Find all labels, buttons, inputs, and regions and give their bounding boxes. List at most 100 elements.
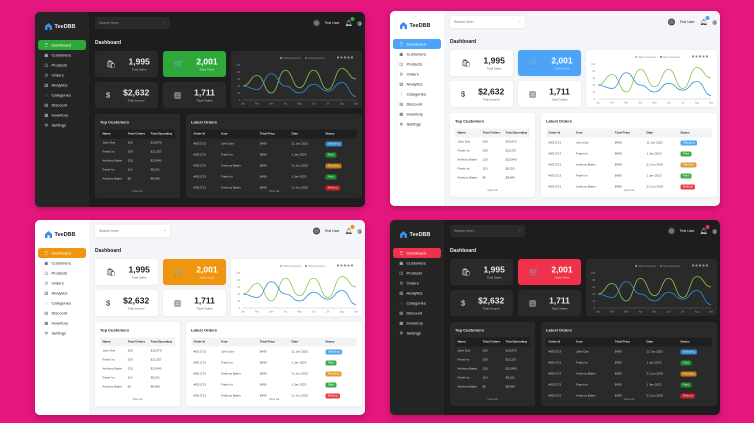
zoom-out-icon[interactable] <box>340 264 343 267</box>
table-row[interactable]: Anthony Baker 80 $8,840 <box>455 174 530 183</box>
search-input[interactable]: Search here... ⌕ <box>450 225 525 237</box>
sidebar-item-discount[interactable]: ▤ Discount <box>393 308 441 318</box>
view-all-customers-link[interactable]: View All <box>487 189 498 192</box>
sidebar-item-discount[interactable]: ▤ Discount <box>38 100 86 110</box>
table-row[interactable]: Frank Iro 110 $9,221 <box>455 374 530 383</box>
legend-label[interactable]: Store Customers <box>663 265 681 268</box>
sidebar-item-dashboard[interactable]: ☰ Dashboard <box>38 248 86 258</box>
sidebar-item-inventory[interactable]: ▦ Inventory <box>38 110 86 120</box>
bell-icon[interactable]: 🔔︎ <box>700 225 710 235</box>
avatar[interactable] <box>312 19 320 27</box>
table-row[interactable]: #SD1713 John Doe $499 11 Jun 2023 Shipping <box>191 139 357 150</box>
table-row[interactable]: Frank Iro 110 $9,221 <box>100 166 175 175</box>
sidebar-item-analytics[interactable]: ▥ Analytics <box>38 80 86 90</box>
home-icon[interactable] <box>347 56 350 59</box>
app-logo[interactable]: TeeDBB <box>38 23 86 30</box>
bell-icon[interactable]: 🔔︎ <box>345 225 355 235</box>
table-row[interactable]: John Doe 100 $13,879 <box>455 138 530 147</box>
sidebar-item-orders[interactable]: ⊡ Orders <box>38 70 86 80</box>
view-all-customers-link[interactable]: View All <box>132 398 143 401</box>
table-row[interactable]: #SD1713 Frank Iro $499 1 Jan 2023 Paid <box>546 380 712 391</box>
legend-label[interactable]: Online Customers <box>638 265 657 268</box>
sidebar-item-discount[interactable]: ▤ Discount <box>38 308 86 318</box>
view-all-orders-link[interactable]: View All <box>268 398 280 401</box>
table-row[interactable]: #SD1713 John Doe $499 11 Jun 2023 Shipping <box>546 347 712 358</box>
pan-icon[interactable] <box>699 264 701 267</box>
avatar[interactable] <box>667 227 675 235</box>
home-icon[interactable] <box>702 264 705 267</box>
user-name[interactable]: Test User <box>679 229 695 233</box>
table-row[interactable]: #SD1713 John Doe $499 11 Jun 2023 Shipping <box>546 138 712 149</box>
sidebar-item-categories[interactable]: ⁝ Categories <box>393 89 441 99</box>
table-row[interactable]: #SD1713 Frank Iro $499 1 Jan 2023 Paid <box>546 171 712 182</box>
table-row[interactable]: Frank Iro 250 $12,257 <box>100 148 175 157</box>
sidebar-item-customers[interactable]: ▣ Customers <box>38 258 86 268</box>
table-row[interactable]: #SD1713 Anthony Baker $499 21 Jun 2023 Pendi… <box>546 160 712 171</box>
table-row[interactable]: #SD1713 Anthony Baker $499 21 Jun 2023 Refun… <box>546 391 712 402</box>
view-all-orders-link[interactable]: View All <box>623 189 635 192</box>
app-logo[interactable]: TeeDBB <box>38 231 86 238</box>
zoom-out-icon[interactable] <box>695 264 698 267</box>
sidebar-item-inventory[interactable]: ▦ Inventory <box>38 318 86 328</box>
search-icon[interactable]: ⌕ <box>519 229 521 233</box>
table-row[interactable]: John Doe 100 $13,879 <box>455 347 530 356</box>
view-all-orders-link[interactable]: View All <box>268 190 280 193</box>
app-logo[interactable]: TeeDBB <box>393 231 441 238</box>
avatar[interactable] <box>312 227 320 235</box>
download-icon[interactable] <box>351 264 353 267</box>
table-row[interactable]: #SD1713 Anthony Baker $499 21 Jun 2023 Pendi… <box>191 161 357 172</box>
table-row[interactable]: #SD1713 Frank Iro $499 1 Jan 2023 Paid <box>191 172 357 183</box>
zoom-in-icon[interactable] <box>337 56 339 59</box>
search-icon[interactable]: ⌕ <box>164 229 166 233</box>
sidebar-item-categories[interactable]: ⁝ Categories <box>38 90 86 100</box>
table-row[interactable]: Frank Iro 110 $9,221 <box>455 165 530 174</box>
search-icon[interactable]: ⌕ <box>519 20 521 24</box>
sidebar-item-analytics[interactable]: ▥ Analytics <box>38 288 86 298</box>
view-all-customers-link[interactable]: View All <box>132 190 143 193</box>
table-row[interactable]: #SD1713 Frank Iro $499 1 Jan 2023 Paid <box>546 149 712 160</box>
user-name[interactable]: Test User <box>324 229 340 233</box>
sidebar-item-settings[interactable]: ⚙ Settings <box>393 119 441 129</box>
avatar[interactable] <box>667 18 675 26</box>
sidebar-item-settings[interactable]: ⚙ Settings <box>393 328 441 338</box>
legend-label[interactable]: Store Customers <box>308 265 326 268</box>
table-row[interactable]: #SD1713 Anthony Baker $499 21 Jun 2023 Refun… <box>546 182 712 193</box>
sidebar-item-discount[interactable]: ▤ Discount <box>393 99 441 109</box>
sidebar-item-orders[interactable]: ⊡ Orders <box>38 278 86 288</box>
table-row[interactable]: #SD1713 Frank Iro $499 1 Jan 2023 Paid <box>546 358 712 369</box>
theme-palette-icon[interactable]: ◍ <box>357 20 362 27</box>
bell-icon[interactable]: 🔔︎ <box>345 17 355 27</box>
legend-label[interactable]: Online Customers <box>283 265 302 268</box>
sidebar-item-products[interactable]: ◫ Products <box>38 60 86 70</box>
theme-palette-icon[interactable]: ◍ <box>712 228 717 235</box>
search-input[interactable]: Search here... ⌕ <box>450 16 525 28</box>
theme-palette-icon[interactable]: ◍ <box>357 228 362 235</box>
table-row[interactable]: Frank Iro 250 $12,257 <box>455 147 530 156</box>
sidebar-item-products[interactable]: ◫ Products <box>38 268 86 278</box>
sidebar-item-dashboard[interactable]: ☰ Dashboard <box>38 40 86 50</box>
table-row[interactable]: #SD1713 Frank Iro $499 1 Jan 2023 Paid <box>191 380 357 391</box>
table-row[interactable]: Anthony Baker 120 $12,840 <box>455 365 530 374</box>
table-row[interactable]: John Doe 100 $13,879 <box>100 347 175 356</box>
table-row[interactable]: #SD1713 Frank Iro $499 1 Jan 2023 Paid <box>191 358 357 369</box>
legend-label[interactable]: Online Customers <box>638 56 657 59</box>
sidebar-item-analytics[interactable]: ▥ Analytics <box>393 79 441 89</box>
table-row[interactable]: John Doe 100 $13,879 <box>100 139 175 148</box>
zoom-in-icon[interactable] <box>692 55 694 58</box>
sidebar-item-customers[interactable]: ▣ Customers <box>393 49 441 59</box>
legend-label[interactable]: Online Customers <box>283 57 302 60</box>
table-row[interactable]: Anthony Baker 80 $8,840 <box>100 383 175 392</box>
app-logo[interactable]: TeeDBB <box>393 22 441 29</box>
view-all-orders-link[interactable]: View All <box>623 398 635 401</box>
sidebar-item-customers[interactable]: ▣ Customers <box>393 258 441 268</box>
sidebar-item-products[interactable]: ◫ Products <box>393 59 441 69</box>
search-icon[interactable]: ⌕ <box>164 21 166 25</box>
legend-label[interactable]: Store Customers <box>308 57 326 60</box>
user-name[interactable]: Test User <box>679 20 695 24</box>
sidebar-item-customers[interactable]: ▣ Customers <box>38 50 86 60</box>
search-input[interactable]: Search here... ⌕ <box>95 225 170 237</box>
home-icon[interactable] <box>702 55 705 58</box>
sidebar-item-dashboard[interactable]: ☰ Dashboard <box>393 248 441 258</box>
table-row[interactable]: Anthony Baker 120 $12,840 <box>100 365 175 374</box>
sidebar-item-orders[interactable]: ⊡ Orders <box>393 278 441 288</box>
